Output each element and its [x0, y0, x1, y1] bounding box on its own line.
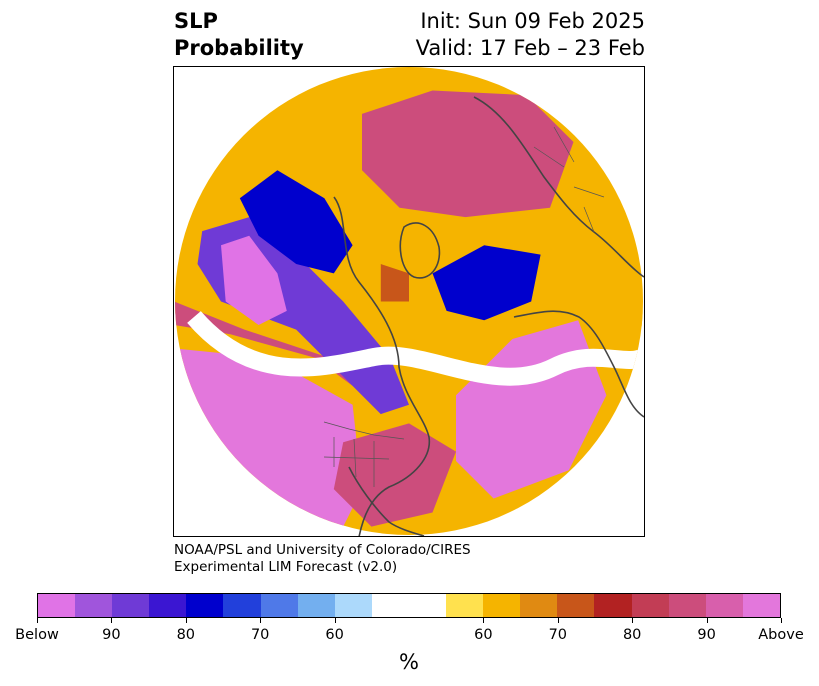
- colorbar-tick-label: 80: [622, 627, 642, 643]
- colorbar-tick-label: 60: [474, 627, 493, 643]
- colorbar-tick-mark: [632, 618, 634, 623]
- colorbar-swatch-0: [38, 594, 76, 617]
- colorbar-swatch-12: [483, 594, 521, 617]
- init-date: Init: Sun 09 Feb 2025: [420, 9, 645, 33]
- colorbar-tick-label: 90: [102, 627, 121, 643]
- colorbar-tick-label: 70: [250, 627, 270, 643]
- map-canvas: [175, 67, 644, 536]
- colorbar-tick-mark: [334, 618, 336, 623]
- colorbar-swatch-3: [149, 594, 187, 617]
- colorbar-tick-label: 60: [325, 627, 344, 643]
- map-title: SLP Probability: [174, 8, 304, 62]
- colorbar-tick-mark: [260, 618, 262, 623]
- colorbar-swatch-2: [112, 594, 150, 617]
- colorbar-tick-mark: [37, 618, 38, 623]
- colorbar-swatch-14: [557, 594, 595, 617]
- siberia-below-low: [432, 245, 541, 321]
- colorbar-swatch-6: [260, 594, 298, 617]
- arctic-above: [380, 264, 409, 302]
- us-above-pink: [333, 423, 456, 527]
- title-product: Probability: [174, 36, 304, 60]
- colorbar-swatch-9: [371, 594, 409, 617]
- colorbar-tick-mark: [706, 618, 708, 623]
- greenland-coastline: [399, 222, 441, 279]
- colorbar-swatch-5: [223, 594, 261, 617]
- credit-line-1: NOAA/PSL and University of Colorado/CIRE…: [174, 542, 471, 558]
- europe-above-high: [362, 90, 574, 218]
- colorbar-tick-label: Above: [758, 627, 804, 643]
- north-america-coastline: [333, 196, 431, 536]
- colorbar-swatch-7: [297, 594, 335, 617]
- colorbar-tick-mark: [483, 618, 485, 623]
- alaska-below-core: [221, 235, 287, 325]
- colorbar-tick-mark: [781, 618, 782, 623]
- colorbar-swatch-19: [742, 594, 780, 617]
- colorbar-tick-label: 90: [697, 627, 716, 643]
- colorbar-tick-label: Below: [15, 627, 59, 643]
- colorbar-swatch-13: [520, 594, 558, 617]
- colorbar-swatch-11: [446, 594, 484, 617]
- colorbar-tick-label: 70: [548, 627, 568, 643]
- colorbar-swatch-4: [186, 594, 224, 617]
- colorbar-swatch-15: [594, 594, 632, 617]
- europe-coastline: [473, 96, 644, 278]
- colorbar-swatch-17: [668, 594, 706, 617]
- europe-borders: [533, 126, 605, 233]
- colorbar-swatch-1: [75, 594, 113, 617]
- us-state-lines: [323, 437, 390, 487]
- mexico-coastline: [348, 466, 425, 536]
- colorbar-swatch-18: [705, 594, 743, 617]
- colorbar-swatch-8: [334, 594, 372, 617]
- probability-colorbar: [37, 593, 781, 618]
- greenland-ring-blue: [239, 170, 353, 274]
- pacific-pink-band: [175, 301, 353, 386]
- colorbar-tick-mark: [557, 618, 559, 623]
- date-info: Init: Sun 09 Feb 2025 Valid: 17 Feb – 23…: [416, 8, 645, 62]
- asia-coastline: [513, 310, 644, 418]
- near-normal-band: [187, 311, 643, 386]
- us-canada-border: [323, 421, 405, 440]
- colorbar-unit: %: [399, 650, 419, 674]
- colorbar-swatch-10: [408, 594, 447, 617]
- valid-range: Valid: 17 Feb – 23 Feb: [415, 36, 645, 60]
- colorbar-tick-mark: [111, 618, 113, 623]
- asia-yellow-fringe: [568, 245, 643, 349]
- colorbar-tick-mark: [185, 618, 187, 623]
- title-variable: SLP: [174, 9, 218, 33]
- credit-text: NOAA/PSL and University of Colorado/CIRE…: [174, 542, 471, 576]
- credit-line-2: Experimental LIM Forecast (v2.0): [174, 559, 398, 575]
- colorbar-swatch-16: [631, 594, 669, 617]
- probability-map: [173, 66, 645, 537]
- colorbar-tick-label: 80: [176, 627, 196, 643]
